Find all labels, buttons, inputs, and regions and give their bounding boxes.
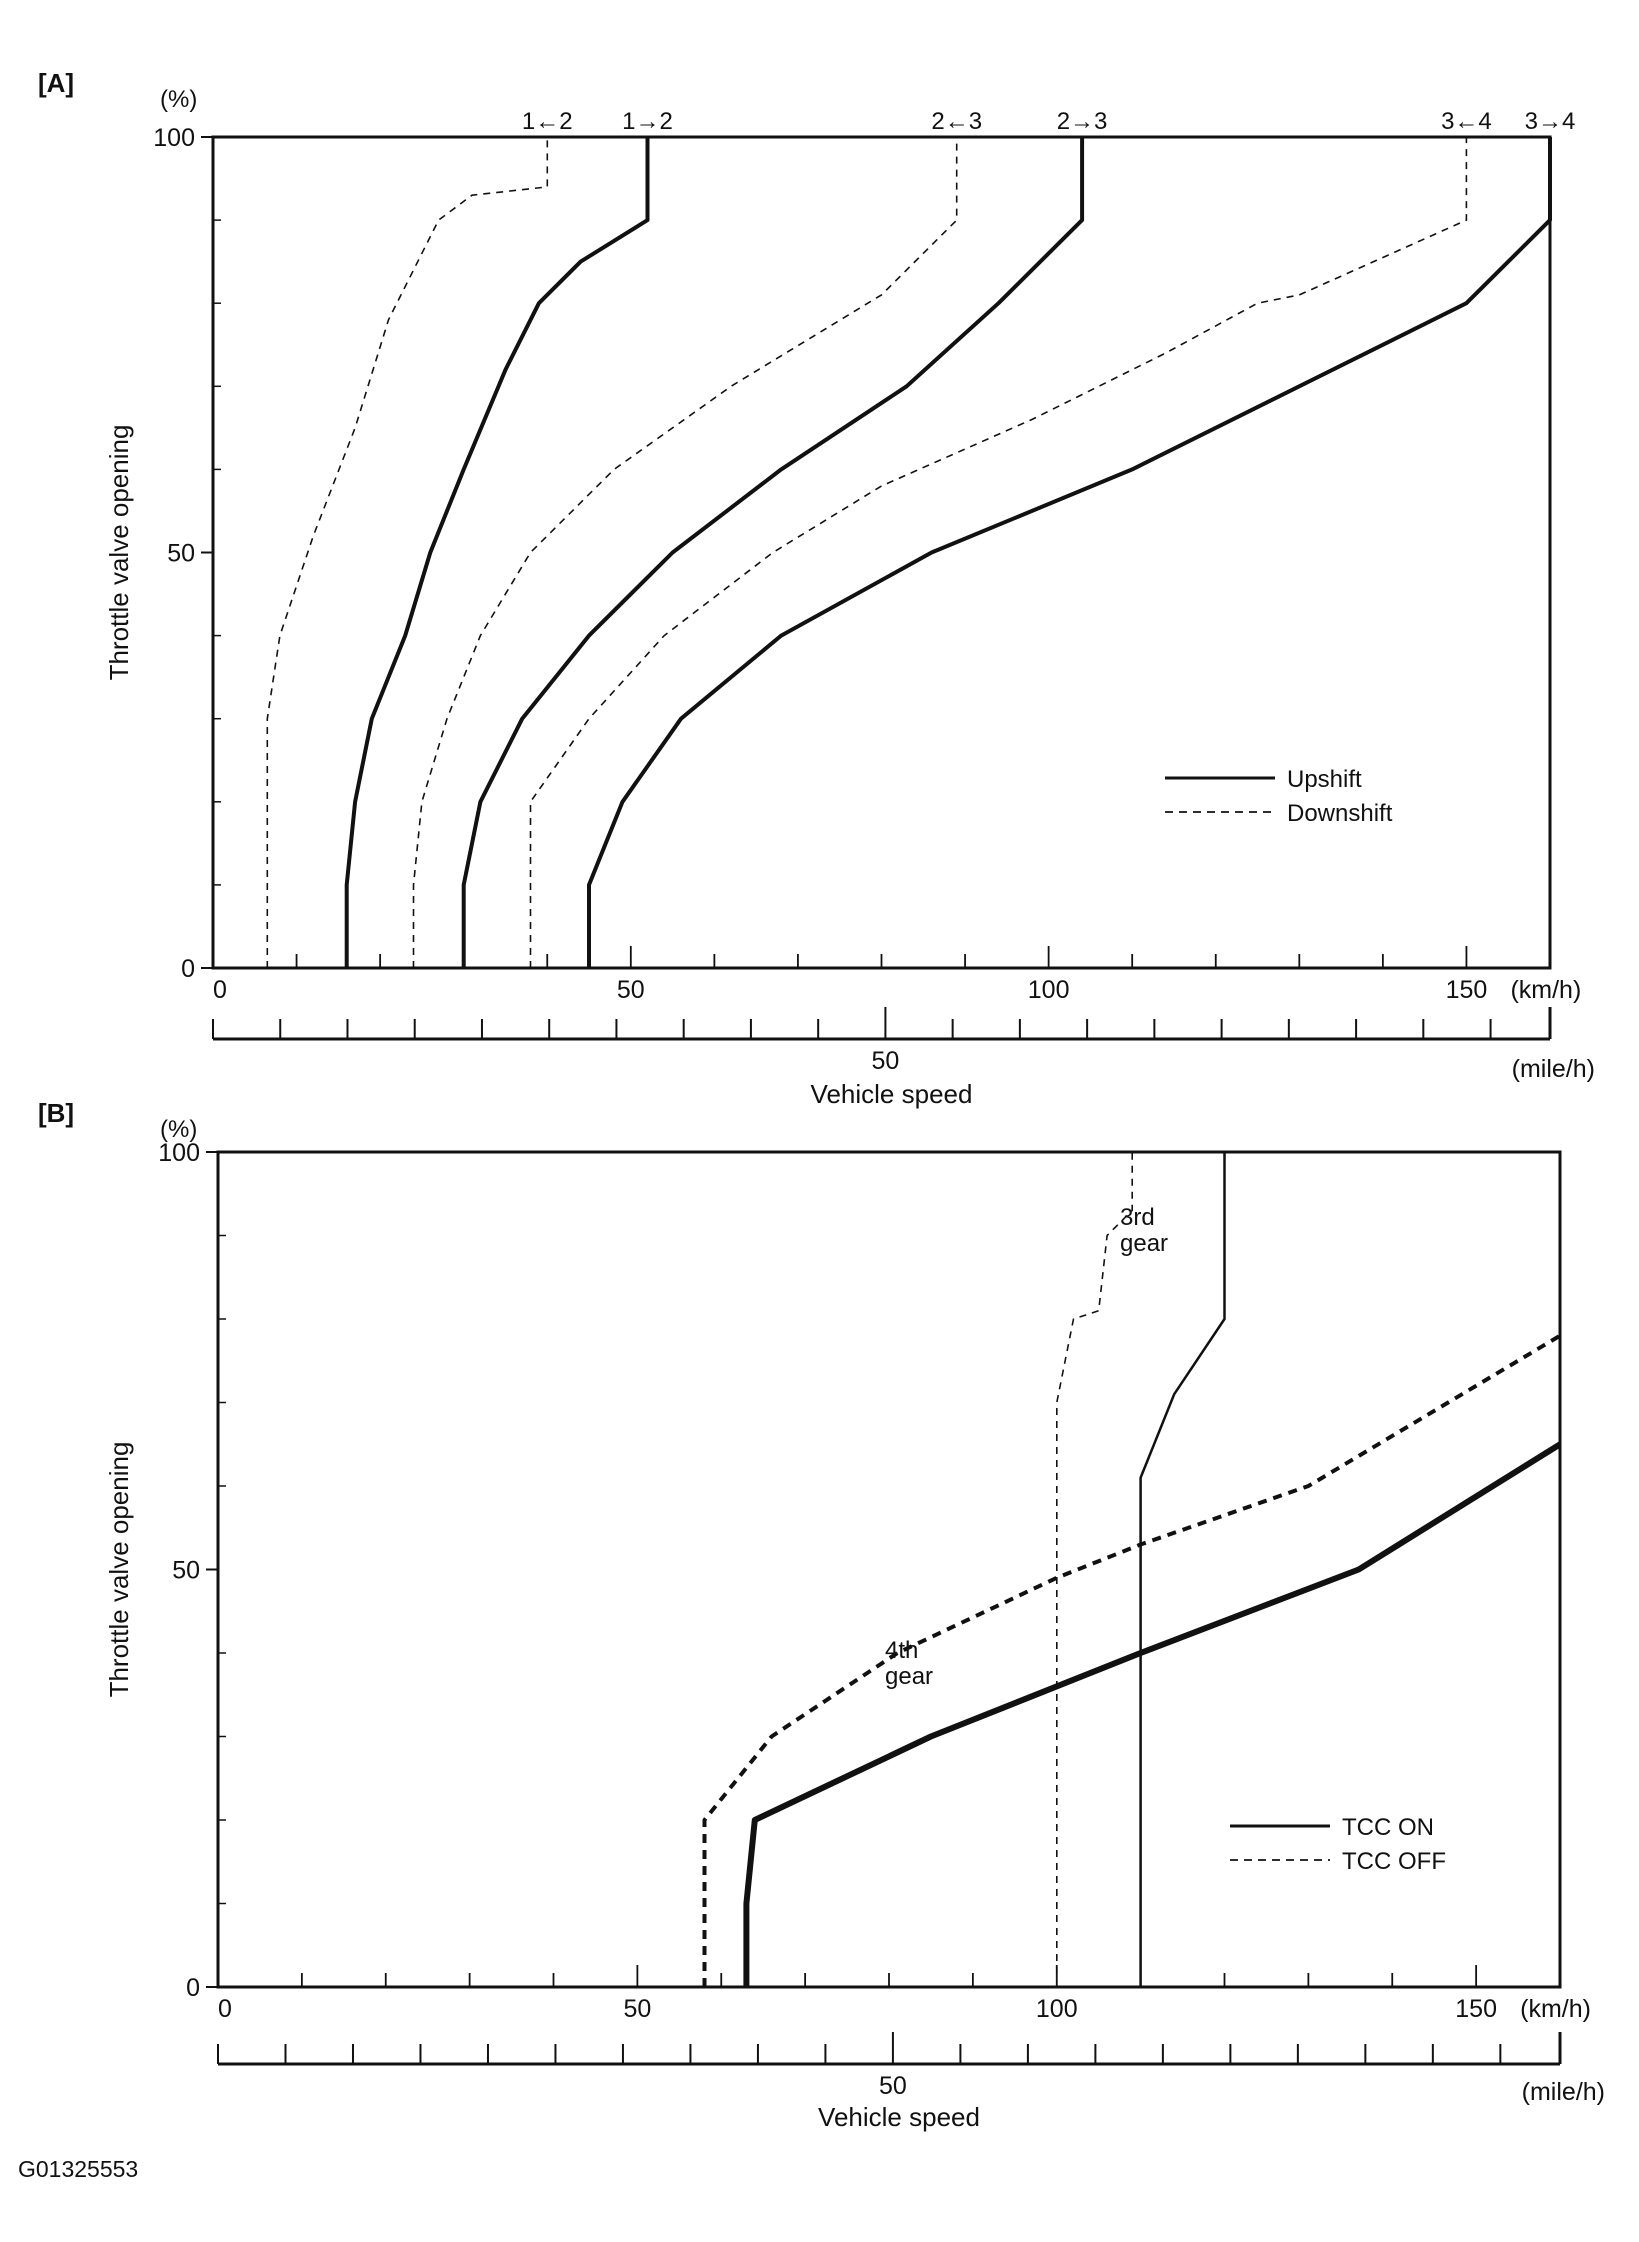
x-tick-label: 150	[1446, 976, 1488, 1004]
series-label: 3←4	[1441, 108, 1492, 135]
y-tick-label: 100	[158, 1139, 200, 1167]
chart-panel-b: [B] (%) 0 50 100 0 50 100 150 (km/h) 50 (mile/h) Veh…	[38, 1098, 1605, 2132]
mile-unit-label: (mile/h)	[1512, 1055, 1595, 1083]
panel-label: [A]	[38, 68, 74, 98]
x-axis-title: Vehicle speed	[811, 1079, 973, 1109]
gear-annotation: 4th gear	[885, 1637, 933, 1690]
plot-frame	[211, 135, 1552, 970]
x-unit-label: (km/h)	[1510, 976, 1581, 1004]
series-line	[266, 137, 549, 968]
x-tick-label: 50	[623, 1995, 651, 2023]
y-unit-label: (%)	[160, 1116, 197, 1143]
legend-label: TCC OFF	[1342, 1848, 1446, 1875]
panel-label: [B]	[38, 1098, 74, 1128]
series-label: 2←3	[931, 108, 982, 135]
series-line	[461, 137, 1085, 968]
series-line	[1056, 1152, 1133, 1987]
x-tick-label: 100	[1036, 1995, 1078, 2023]
x-tick-label: 50	[617, 976, 645, 1004]
y-unit-label: (%)	[160, 86, 197, 113]
y-tick-label: 0	[181, 955, 195, 983]
series-label: 1←2	[522, 108, 573, 135]
gear-annotation: 3rd gear	[1120, 1204, 1168, 1257]
legend-label: Downshift	[1287, 800, 1393, 827]
series-label: 2→3	[1057, 108, 1108, 135]
series-line	[743, 1441, 1562, 1987]
mile-tick-label: 50	[879, 2072, 907, 2100]
mile-tick-label: 50	[871, 1047, 899, 1075]
x-axis-title: Vehicle speed	[818, 2102, 980, 2132]
y-axis-title: Throttle valve opening	[104, 1442, 134, 1698]
series-label: 1→2	[622, 108, 673, 135]
x-tick-label: 100	[1028, 976, 1070, 1004]
y-tick-label: 50	[167, 540, 195, 568]
y-tick-label: 0	[186, 1974, 200, 2002]
series-line	[344, 137, 650, 968]
x-tick-label: 0	[213, 976, 227, 1004]
series-line	[587, 137, 1552, 968]
x-tick-label: 0	[218, 1995, 232, 2023]
series-line	[1139, 1152, 1226, 1987]
legend-label: Upshift	[1287, 766, 1362, 793]
y-axis-title: Throttle valve opening	[104, 425, 134, 681]
y-tick-label: 50	[172, 1557, 200, 1585]
mile-unit-label: (mile/h)	[1522, 2078, 1605, 2106]
series-line	[412, 137, 958, 968]
figure-code: G01325553	[18, 2156, 138, 2182]
x-tick-label: 150	[1455, 1995, 1497, 2023]
series-line	[702, 1333, 1562, 1987]
series-label: 3→4	[1525, 108, 1576, 135]
chart-panel-a: [A] (%) 0 50 100 0 50 100 150 (km/h) 50 (mile/h) Veh…	[38, 68, 1595, 1109]
legend-label: TCC ON	[1342, 1814, 1434, 1841]
x-unit-label: (km/h)	[1520, 1995, 1591, 2023]
y-tick-label: 100	[153, 124, 195, 152]
